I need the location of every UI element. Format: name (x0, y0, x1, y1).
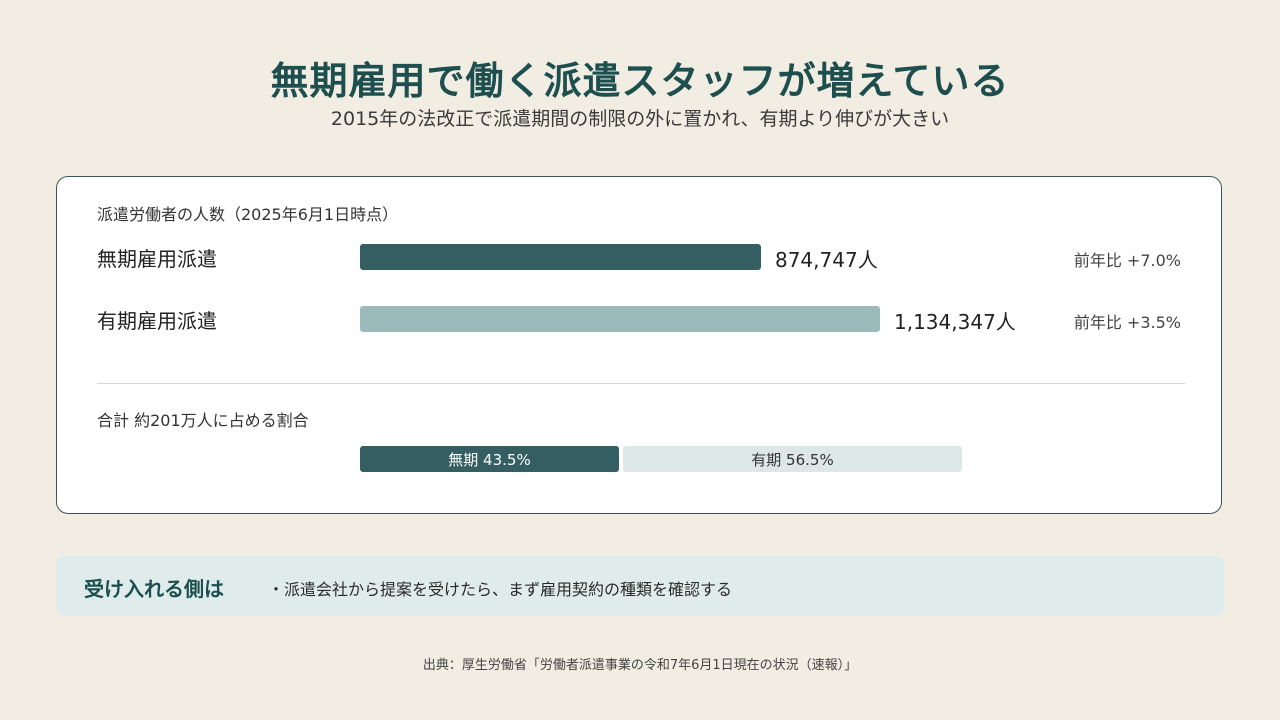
share-segment-yuki: 有期 56.5% (623, 446, 962, 472)
share-chart-title: 合計 約201万人に占める割合 (97, 411, 309, 430)
bar-yukikoyou (360, 306, 880, 332)
value-label-mukikoyou: 874,747人 (774, 248, 878, 272)
source-note: 出典：厚生労働省「労働者派遣事業の令和7年6月1日現在の状況（速報）」 (422, 658, 858, 673)
value-label-yukikoyou: 1,134,347人 (894, 310, 1016, 334)
callout-text: ・派遣会社から提案を受けたら、まず雇用契約の種類を確認する (268, 580, 733, 599)
page-subtitle: 2015年の法改正で派遣期間の制限の外に置かれ、有期より伸びが大きい (330, 108, 950, 130)
bar-mukikoyou (360, 244, 761, 270)
yoy-label-mukikoyou: 前年比 +7.0% (1073, 251, 1181, 270)
category-label-yukikoyou: 有期雇用派遣 (97, 309, 217, 333)
chart-card: 派遣労働者の人数（2025年6月1日時点） 無期雇用派遣 874,747人 前年… (56, 176, 1222, 514)
callout-box: 受け入れる側は ・派遣会社から提案を受けたら、まず雇用契約の種類を確認する (56, 556, 1224, 616)
page-title: 無期雇用で働く派遣スタッフが増えている (270, 59, 1010, 103)
divider (97, 383, 1185, 384)
callout-title: 受け入れる側は (84, 577, 224, 601)
share-segment-muki: 無期 43.5% (360, 446, 619, 472)
category-label-mukikoyou: 無期雇用派遣 (97, 247, 217, 271)
yoy-label-yukikoyou: 前年比 +3.5% (1073, 313, 1181, 332)
headcount-chart-title: 派遣労働者の人数（2025年6月1日時点） (97, 205, 399, 224)
